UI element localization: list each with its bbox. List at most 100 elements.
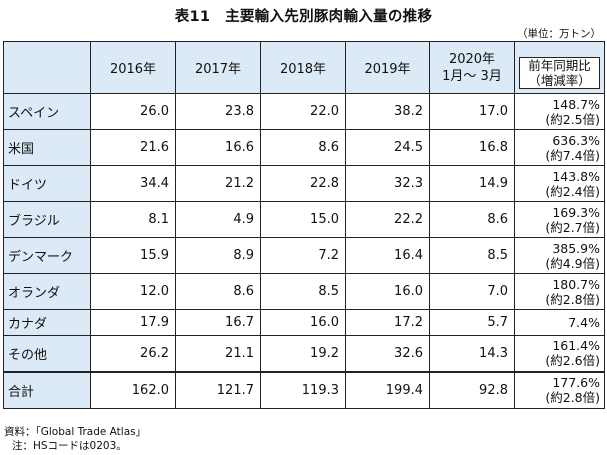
cell-v2018: 7.2	[260, 237, 346, 274]
header-yoy-sub: （増減率）	[528, 72, 591, 88]
cell-v2016: 26.2	[90, 335, 176, 372]
cell-yoy: 177.6% (約2.8倍)	[514, 370, 605, 409]
cell-v2017: 8.6	[175, 273, 261, 310]
yoy-percent: 169.3%	[552, 204, 600, 220]
cell-v2019: 199.4	[345, 370, 430, 409]
yoy-percent: 385.9%	[552, 240, 600, 256]
cell-v2016: 8.1	[90, 201, 176, 238]
source-note: 資料：「Global Trade Atlas」	[4, 426, 147, 438]
header-2020: 2020年 1月～ 3月	[429, 41, 515, 94]
cell-yoy: 169.3% (約2.7倍)	[514, 201, 605, 238]
cell-v2016: 17.9	[90, 309, 176, 336]
row-label: カナダ	[3, 309, 91, 336]
cell-v2020: 14.9	[429, 165, 515, 202]
table-row: ドイツ 34.4 21.2 22.8 32.3 14.9 143.8% (約2.4倍)	[3, 165, 605, 202]
cell-v2018: 19.2	[260, 335, 346, 372]
row-label: 合計	[3, 370, 91, 409]
table-row: カナダ 17.9 16.7 16.0 17.2 5.7 7.4%	[3, 309, 605, 336]
row-label: ドイツ	[3, 165, 91, 202]
cell-v2018: 8.6	[260, 129, 346, 166]
yoy-percent: 180.7%	[552, 276, 600, 292]
yoy-percent: 177.6%	[552, 375, 600, 391]
cell-yoy: 636.3% (約7.4倍)	[514, 129, 605, 166]
yoy-percent: 7.4%	[568, 315, 600, 330]
hs-code-note: 注：HSコードは0203。	[12, 440, 127, 452]
yoy-multiple: (約4.9倍)	[545, 255, 600, 271]
cell-v2017: 4.9	[175, 201, 261, 238]
header-2019: 2019年	[345, 41, 430, 94]
cell-v2020: 8.5	[429, 237, 515, 274]
cell-v2016: 34.4	[90, 165, 176, 202]
cell-v2019: 32.3	[345, 165, 430, 202]
row-label: その他	[3, 335, 91, 372]
cell-v2016: 12.0	[90, 273, 176, 310]
cell-v2016: 15.9	[90, 237, 176, 274]
cell-v2018: 119.3	[260, 370, 346, 409]
cell-yoy: 143.8% (約2.4倍)	[514, 165, 605, 202]
cell-v2020: 92.8	[429, 370, 515, 409]
cell-yoy: 385.9% (約4.9倍)	[514, 237, 605, 274]
table-row: スペイン 26.0 23.8 22.0 38.2 17.0 148.7% (約2.5倍)	[3, 93, 605, 130]
yoy-multiple: (約7.4倍)	[545, 147, 600, 163]
yoy-multiple: (約2.8倍)	[545, 390, 600, 406]
cell-yoy: 161.4% (約2.6倍)	[514, 335, 605, 372]
table-body: スペイン 26.0 23.8 22.0 38.2 17.0 148.7% (約2.5倍) 米国 2…	[3, 93, 605, 409]
cell-v2017: 8.9	[175, 237, 261, 274]
cell-v2020: 17.0	[429, 93, 515, 130]
table-row-total: 合計 162.0 121.7 119.3 199.4 92.8 177.6% (約2.8倍)	[3, 370, 605, 409]
header-corner	[3, 41, 91, 94]
cell-v2019: 24.5	[345, 129, 430, 166]
cell-v2018: 22.0	[260, 93, 346, 130]
table-row: オランダ 12.0 8.6 8.5 16.0 7.0 180.7% (約2.8倍)	[3, 273, 605, 310]
cell-v2019: 22.2	[345, 201, 430, 238]
cell-v2017: 21.1	[175, 335, 261, 372]
header-row: 2016年 2017年 2018年 2019年 2020年 1月～ 3月 前年同…	[3, 41, 605, 94]
cell-v2020: 5.7	[429, 309, 515, 336]
row-label: 米国	[3, 129, 91, 166]
header-2020-period: 1月～ 3月	[442, 68, 502, 84]
cell-v2017: 121.7	[175, 370, 261, 409]
header-2017: 2017年	[175, 41, 261, 94]
cell-v2019: 16.4	[345, 237, 430, 274]
yoy-percent: 148.7%	[552, 96, 600, 112]
unit-label: （単位：万トン）	[517, 28, 601, 40]
cell-v2020: 8.6	[429, 201, 515, 238]
yoy-multiple: (約2.6倍)	[545, 353, 600, 369]
cell-v2019: 16.0	[345, 273, 430, 310]
yoy-percent: 636.3%	[552, 132, 600, 148]
cell-v2019: 17.2	[345, 309, 430, 336]
row-label: ブラジル	[3, 201, 91, 238]
cell-v2018: 8.5	[260, 273, 346, 310]
table-row: 米国 21.6 16.6 8.6 24.5 16.8 636.3% (約7.4倍)	[3, 129, 605, 166]
header-yoy-box: 前年同期比 （増減率）	[519, 56, 600, 89]
cell-v2019: 38.2	[345, 93, 430, 130]
header-2016: 2016年	[90, 41, 176, 94]
cell-v2017: 16.6	[175, 129, 261, 166]
cell-yoy: 148.7% (約2.5倍)	[514, 93, 605, 130]
cell-v2016: 21.6	[90, 129, 176, 166]
header-2020-year: 2020年	[448, 51, 496, 67]
yoy-multiple: (約2.4倍)	[545, 183, 600, 199]
cell-v2018: 15.0	[260, 201, 346, 238]
header-2018: 2018年	[260, 41, 346, 94]
yoy-multiple: (約2.5倍)	[545, 111, 600, 127]
header-yoy: 前年同期比 （増減率）	[514, 41, 605, 94]
cell-v2017: 21.2	[175, 165, 261, 202]
cell-v2017: 16.7	[175, 309, 261, 336]
table-row: ブラジル 8.1 4.9 15.0 22.2 8.6 169.3% (約2.7倍)	[3, 201, 605, 238]
cell-v2018: 16.0	[260, 309, 346, 336]
cell-v2020: 14.3	[429, 335, 515, 372]
header-yoy-label: 前年同期比	[528, 57, 591, 73]
yoy-multiple: (約2.8倍)	[545, 291, 600, 307]
row-label: デンマーク	[3, 237, 91, 274]
row-label: オランダ	[3, 273, 91, 310]
cell-yoy: 180.7% (約2.8倍)	[514, 273, 605, 310]
table-row: デンマーク 15.9 8.9 7.2 16.4 8.5 385.9% (約4.9倍)	[3, 237, 605, 274]
yoy-percent: 161.4%	[552, 338, 600, 354]
notes: 資料：「Global Trade Atlas」 注：HSコードは0203。	[4, 425, 146, 453]
table-title: 表11 主要輸入先別豚肉輸入量の推移	[174, 9, 433, 25]
cell-v2019: 32.6	[345, 335, 430, 372]
row-label: スペイン	[3, 93, 91, 130]
pork-import-table: 2016年 2017年 2018年 2019年 2020年 1月～ 3月 前年同…	[3, 41, 605, 409]
cell-v2018: 22.8	[260, 165, 346, 202]
